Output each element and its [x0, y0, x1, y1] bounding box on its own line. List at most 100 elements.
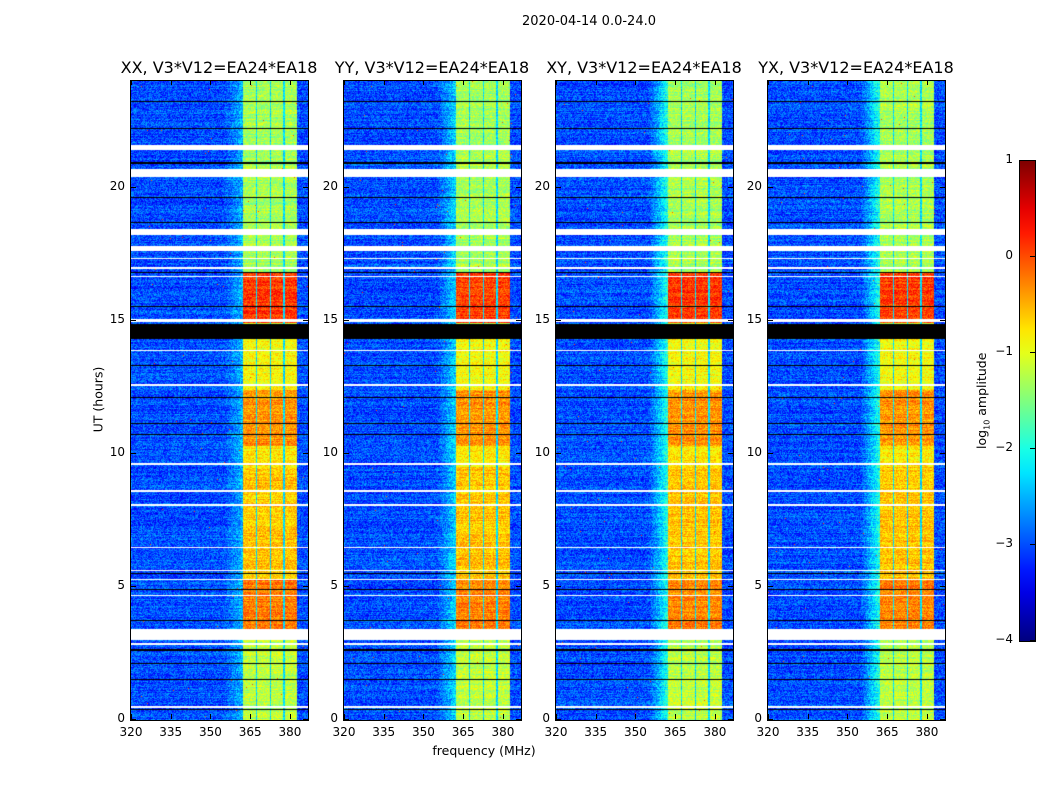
y-tick-mark: [344, 186, 349, 188]
figure-title: 2020-04-14 0.0-24.0: [522, 14, 656, 29]
y-tick-mark: [344, 452, 349, 454]
y-tick-mark: [556, 186, 561, 188]
x-tick-label: 380: [278, 725, 302, 739]
x-axis-label: frequency (MHz): [432, 743, 536, 758]
x-tick-label: 320: [544, 725, 568, 739]
colorbar-tick-mark: [1030, 448, 1035, 449]
y-tick-mark: [131, 585, 136, 587]
y-tick-label: 20: [322, 178, 338, 193]
x-tick-label: 365: [875, 725, 899, 739]
x-tick-mark: [595, 714, 597, 719]
x-tick-label: 335: [159, 725, 183, 739]
x-tick-mark: [847, 714, 849, 719]
y-tick-label: 10: [322, 444, 338, 459]
x-tick-mark: [556, 714, 557, 719]
x-tick-label: 365: [238, 725, 262, 739]
y-tick-mark: [516, 452, 521, 454]
y-tick-label: 20: [109, 178, 125, 193]
x-tick-mark: [344, 714, 345, 719]
y-tick-label: 20: [534, 178, 550, 193]
y-tick-label: 15: [534, 311, 550, 326]
colorbar-label-suffix: amplitude: [973, 352, 989, 420]
y-tick-label: 10: [746, 444, 762, 459]
waterfall-panel: [343, 80, 522, 721]
y-tick-label: 10: [534, 444, 550, 459]
colorbar: [1019, 160, 1036, 642]
y-axis-label: UT (hours): [90, 366, 106, 433]
y-tick-label: 15: [322, 311, 338, 326]
y-tick-mark: [728, 186, 733, 188]
y-tick-mark: [556, 719, 561, 720]
y-tick-label: 5: [542, 577, 550, 592]
x-tick-mark: [768, 80, 769, 85]
x-tick-mark: [423, 80, 425, 85]
y-tick-mark: [768, 719, 773, 720]
x-tick-mark: [463, 714, 465, 719]
x-tick-mark: [344, 80, 345, 85]
x-tick-mark: [807, 714, 809, 719]
y-tick-mark: [516, 319, 521, 321]
x-tick-mark: [887, 714, 889, 719]
x-tick-mark: [210, 80, 212, 85]
y-tick-mark: [940, 186, 945, 188]
colorbar-tick-label: −1: [995, 344, 1013, 358]
x-tick-mark: [289, 714, 291, 719]
x-tick-mark: [714, 714, 716, 719]
panel-title: XX, V3*V12=EA24*EA18: [120, 58, 318, 77]
colorbar-tick-label: 0: [1005, 248, 1013, 262]
colorbar-tick-mark: [1030, 256, 1035, 257]
x-tick-mark: [926, 80, 928, 85]
panel-title: YY, V3*V12=EA24*EA18: [334, 58, 530, 77]
heatmap-image: [556, 81, 733, 720]
x-tick-label: 350: [412, 725, 435, 739]
colorbar-tick-label: −4: [995, 632, 1013, 646]
x-tick-mark: [675, 714, 677, 719]
y-tick-mark: [131, 186, 136, 188]
y-tick-mark: [516, 186, 521, 188]
y-tick-mark: [728, 719, 733, 720]
y-tick-label: 0: [542, 711, 550, 725]
x-tick-mark: [289, 80, 291, 85]
x-tick-label: 320: [119, 725, 143, 739]
y-tick-mark: [940, 585, 945, 587]
colorbar-tick-mark: [1030, 352, 1035, 353]
x-tick-mark: [423, 714, 425, 719]
x-tick-mark: [635, 80, 637, 85]
x-tick-mark: [635, 714, 637, 719]
y-tick-mark: [768, 319, 773, 321]
y-tick-mark: [768, 585, 773, 587]
panel-title: YX, V3*V12=EA24*EA18: [758, 58, 954, 77]
x-tick-mark: [250, 80, 252, 85]
x-tick-label: 320: [756, 725, 780, 739]
x-tick-mark: [502, 80, 504, 85]
x-tick-mark: [595, 80, 597, 85]
heatmap-image: [344, 81, 521, 720]
colorbar-tick-mark: [1030, 544, 1035, 545]
x-tick-mark: [250, 714, 252, 719]
panel-title: XY, V3*V12=EA24*EA18: [546, 58, 742, 77]
y-tick-mark: [344, 585, 349, 587]
x-tick-label: 380: [703, 725, 727, 739]
y-tick-label: 0: [330, 711, 338, 725]
x-tick-mark: [675, 80, 677, 85]
y-tick-label: 5: [330, 577, 338, 592]
x-tick-mark: [847, 80, 849, 85]
y-tick-mark: [131, 719, 136, 720]
y-tick-label: 5: [754, 577, 762, 592]
colorbar-tick-mark: [1030, 640, 1035, 641]
y-tick-mark: [344, 319, 349, 321]
y-tick-mark: [516, 719, 521, 720]
x-tick-label: 335: [796, 725, 820, 739]
y-tick-label: 10: [109, 444, 125, 459]
y-tick-mark: [131, 452, 136, 454]
y-tick-mark: [556, 319, 561, 321]
y-tick-mark: [940, 719, 945, 720]
x-tick-label: 365: [451, 725, 475, 739]
y-tick-mark: [768, 452, 773, 454]
x-tick-mark: [383, 80, 385, 85]
x-tick-mark: [131, 714, 132, 719]
x-tick-label: 335: [372, 725, 396, 739]
y-tick-mark: [768, 186, 773, 188]
x-tick-mark: [556, 80, 557, 85]
x-tick-mark: [170, 714, 172, 719]
